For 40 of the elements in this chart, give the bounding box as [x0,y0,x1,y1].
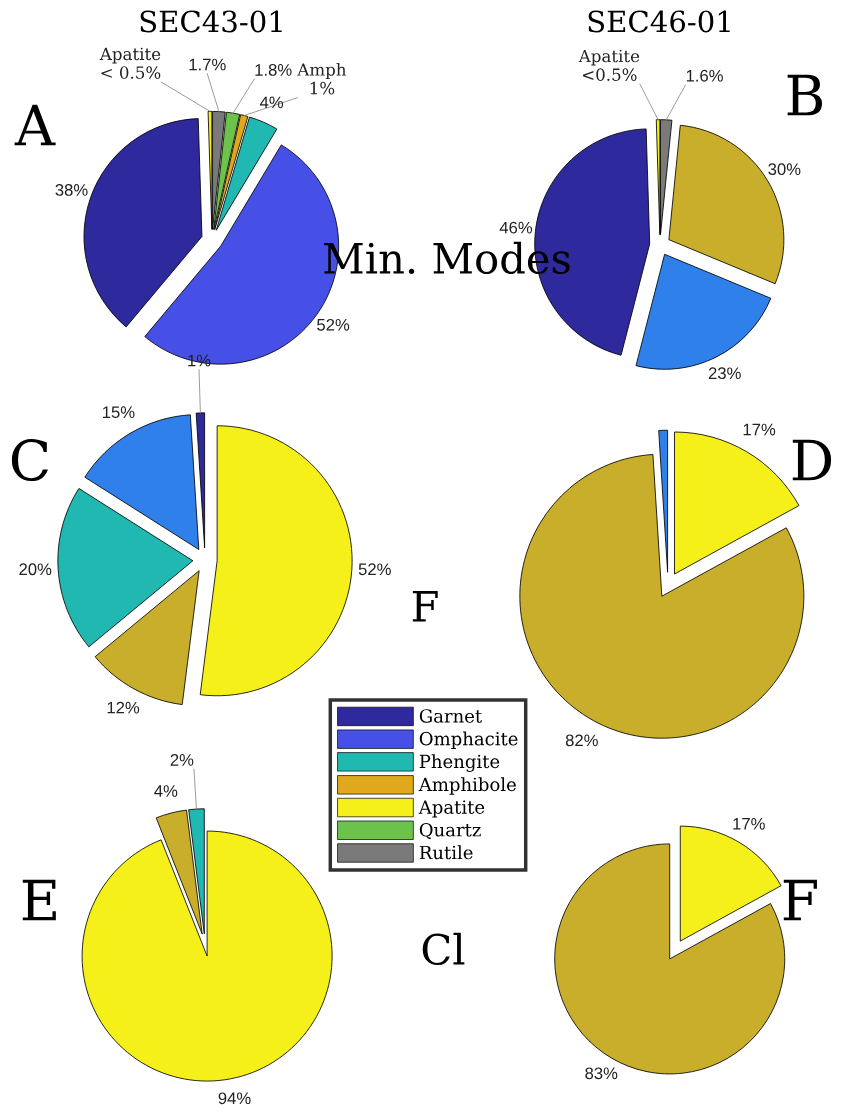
text: B [787,74,823,116]
data-label: 2% [170,754,194,766]
data-label: 4% [259,96,284,109]
data-label: 1.6% [686,69,723,82]
chart-title: SEC43-01 [140,10,282,33]
legend-label: Amphibole [418,777,516,795]
data-label: 17% [743,423,776,436]
data-label: 20% [19,563,52,576]
data-label: 30% [768,163,801,176]
data-label: Apatite <0.5% [578,49,640,81]
text: D [792,439,832,481]
data-label: 38% [55,184,88,196]
data-label: 52% [317,318,350,331]
legend-label: Garnet [419,709,483,723]
data-label: 15% [103,406,135,419]
data-label: 1.8% [255,64,292,76]
data-label: 83% [585,1067,618,1080]
legend-label: Apatite [418,800,485,818]
text: C [11,439,48,482]
text: Cl [422,932,465,966]
data-label: 12% [107,701,140,714]
data-label: 46% [499,221,533,234]
data-label: 17% [733,818,765,830]
data-label: 23% [708,367,741,380]
legend-label: Quartz [419,822,481,840]
data-label: 82% [565,734,598,747]
legend-label: Omphacite [419,731,518,749]
data-label: Amph 1% [297,62,347,95]
data-label: 52% [358,563,391,576]
legend-label: Phengite [419,754,500,772]
chart-title: SEC46-01 [588,10,730,33]
data-label: Apatite < 0.5% [99,47,161,79]
data-label: 1.7% [189,58,226,71]
text: E [22,879,56,921]
data-label: 94% [218,1092,251,1105]
legend-label: Rutile [419,845,473,860]
data-label: 4% [154,785,178,797]
text: F [412,591,438,622]
text: A [14,104,56,146]
text: F [783,879,817,921]
